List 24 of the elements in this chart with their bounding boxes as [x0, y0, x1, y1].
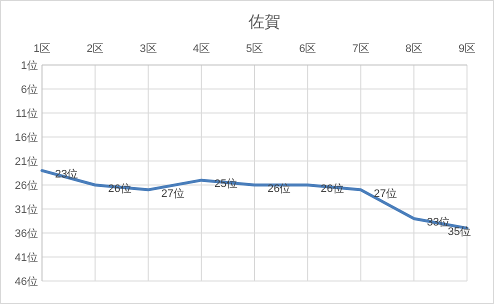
- y-tick-label: 11位: [16, 108, 38, 120]
- x-tick-label: 8区: [405, 43, 422, 55]
- y-tick-label: 26位: [14, 180, 38, 192]
- x-tick-label: 7区: [352, 43, 370, 55]
- data-label: 35位: [448, 226, 471, 238]
- x-tick-label: 2区: [86, 43, 104, 55]
- y-tick-label: 36位: [14, 228, 38, 240]
- x-tick-label: 5区: [246, 43, 264, 55]
- data-label: 26位: [268, 183, 291, 195]
- y-tick-label: 6位: [20, 84, 38, 96]
- x-tick-label: 1区: [33, 43, 51, 55]
- data-label: 27位: [374, 188, 397, 200]
- x-tick-label: 6区: [299, 43, 316, 55]
- x-tick-label: 9区: [458, 43, 476, 55]
- title: 佐賀: [248, 14, 280, 31]
- y-tick-label: 16位: [14, 132, 38, 144]
- y-tick-label: 46位: [14, 276, 38, 288]
- data-label: 27位: [161, 188, 184, 200]
- y-tick-label: 1位: [20, 60, 38, 72]
- x-tick-label: 3区: [140, 43, 157, 55]
- y-tick-label: 21位: [14, 156, 38, 168]
- x-tick-label: 4区: [192, 43, 210, 55]
- y-tick-label: 31位: [14, 204, 38, 216]
- y-tick-label: 41位: [14, 252, 38, 264]
